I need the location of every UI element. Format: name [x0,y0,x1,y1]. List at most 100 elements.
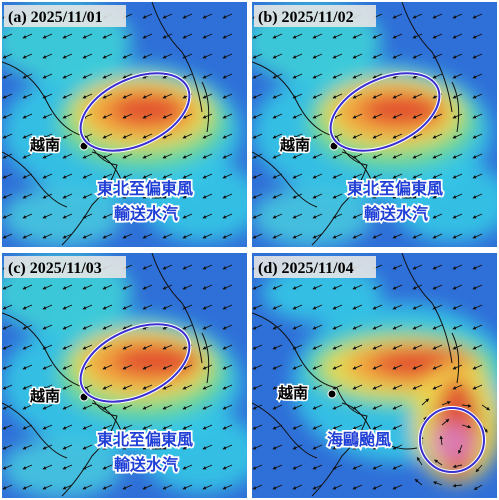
wind-arrow [42,364,53,370]
wind-arrow [2,113,13,119]
wind-arrow [62,113,73,119]
wind-arrow [142,364,153,370]
wind-arrow [432,53,443,59]
wind-arrow [272,33,283,39]
wind-arrow [82,404,93,410]
wind-arrow [372,344,383,350]
wind-arrow [2,53,13,59]
wind-arrow [292,173,303,179]
wind-arrow [412,13,423,19]
wind-arrow [182,364,193,370]
place-label: 越南 [279,136,310,154]
wind-arrow [142,444,153,450]
wind-arrow [452,364,463,370]
wind-arrow [122,33,133,39]
wind-arrow [432,113,443,119]
wind-arrow [202,364,213,370]
wind-arrow [162,13,173,19]
wind-arrow [122,284,133,290]
annotation: 東北至偏東風 [347,179,443,198]
wind-arrow [82,173,93,179]
wind-arrow [252,53,263,59]
wind-arrow [222,264,233,270]
wind-arrow [162,53,173,59]
wind-arrow [202,304,213,310]
wind-arrow [252,213,263,219]
wind-arrow [42,133,53,139]
wind-arrow [2,193,13,199]
wind-arrow [432,304,443,310]
highlight-ellipse [79,72,191,152]
wind-arrow [2,233,13,239]
wind-arrow [432,213,443,219]
wind-arrow [372,213,383,219]
wind-arrow [372,404,383,410]
wind-arrow [122,133,133,139]
wind-arrows [252,13,483,239]
wind-arrow [122,324,133,330]
wind-arrow [412,33,423,39]
wind-arrow [292,384,303,390]
wind-arrow [372,113,383,119]
wind-arrow [122,364,133,370]
wind-arrow [42,444,53,450]
wind-arrow [202,324,213,330]
wind-arrow [252,33,263,39]
wind-arrow [222,364,233,370]
wind-arrow [222,173,233,179]
wind-arrow [2,324,13,330]
wind-arrow [142,113,153,119]
wind-arrow [392,93,403,99]
wind-arrow [42,173,53,179]
wind-arrow [62,484,73,490]
wind-arrow [42,464,53,470]
wind-arrow [222,324,233,330]
wind-arrow [142,424,153,430]
place-label: 越南 [29,387,60,405]
wind-arrow [272,404,283,410]
wind-arrow [312,484,323,490]
wind-arrow [452,344,463,350]
wind-arrow [122,173,133,179]
wind-arrow [122,73,133,79]
wind-arrow [332,93,343,99]
wind-arrow [252,324,263,330]
wind-arrow [252,444,263,450]
wind-arrow [102,53,113,59]
wind-arrow [481,404,491,411]
wind-arrow [102,364,113,370]
wind-arrow [252,344,263,350]
wind-arrow [272,464,283,470]
wind-arrow [452,193,463,199]
wind-arrow [122,404,133,410]
wind-arrow [352,344,363,350]
wind-arrow [42,424,53,430]
wind-arrow [472,384,483,390]
wind-arrow [102,464,113,470]
wind-arrow [142,344,153,350]
wind-arrow [312,53,323,59]
wind-arrow [82,93,93,99]
wind-arrow [182,264,193,270]
wind-arrow [202,233,213,239]
wind-arrow [452,73,463,79]
wind-arrow [142,213,153,219]
wind-arrow [182,153,193,159]
wind-arrow [122,444,133,450]
wind-arrow [352,284,363,290]
wind-arrow [312,173,323,179]
coastline [252,2,460,246]
wind-arrow [352,73,363,79]
wind-arrow [372,233,383,239]
wind-arrow [82,53,93,59]
wind-arrow [82,284,93,290]
wind-arrow [292,193,303,199]
wind-arrow [42,484,53,490]
wind-arrow [352,304,363,310]
wind-arrow [222,344,233,350]
wind-arrow [352,364,363,370]
wind-arrow [272,324,283,330]
panel-title: (d) 2025/11/04 [258,260,354,277]
